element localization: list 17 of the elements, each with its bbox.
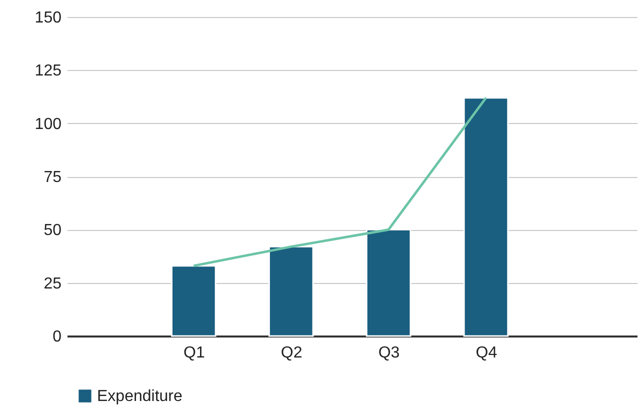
- y-tick-label: 150: [34, 10, 62, 26]
- y-tick-label: 100: [34, 116, 62, 133]
- x-tick-label: Q2: [280, 344, 302, 362]
- y-tick-label: 0: [52, 328, 62, 346]
- bar: [268, 246, 314, 337]
- line-series: [192, 96, 488, 268]
- y-tick-label: 50: [44, 222, 62, 240]
- y-tick-label: 125: [34, 62, 62, 80]
- x-tick-label: Q4: [476, 344, 498, 362]
- y-tick-label: 75: [44, 169, 62, 186]
- bar: [170, 265, 216, 337]
- legend-label: Expenditure: [97, 388, 182, 405]
- x-tick-label: Q3: [378, 344, 400, 362]
- x-tick-label: Q1: [183, 344, 205, 362]
- bar: [463, 97, 509, 337]
- bar: [366, 228, 412, 337]
- y-tick-label: 25: [44, 275, 62, 292]
